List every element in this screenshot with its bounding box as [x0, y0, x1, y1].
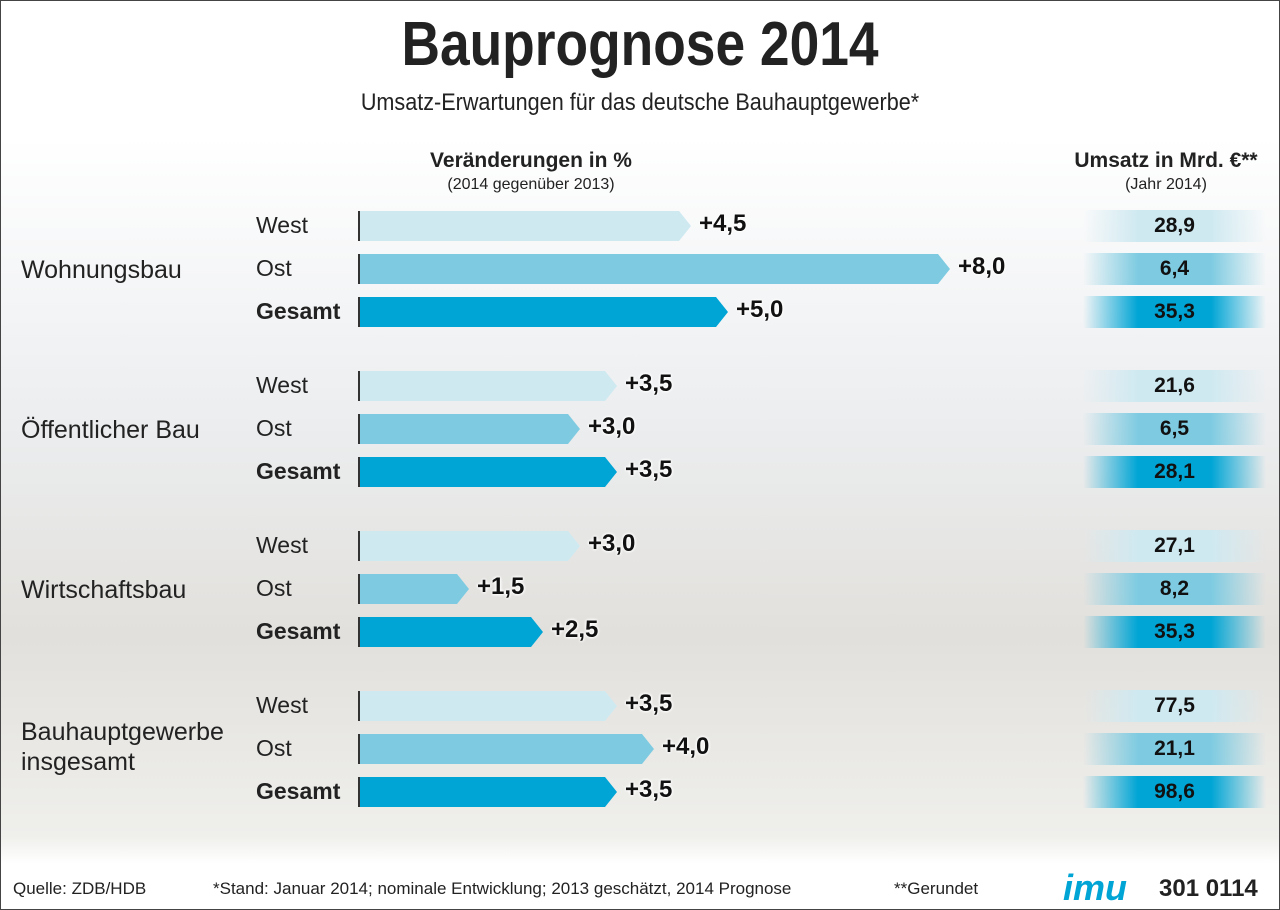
total-label: 6,5	[1159, 417, 1190, 440]
row-label: West	[256, 532, 308, 558]
footnote: *Stand: Januar 2014; nominale Entwicklun…	[213, 879, 792, 898]
value-label: +1,5	[477, 573, 525, 600]
bar	[358, 777, 617, 807]
group-label: Öffentlicher Bau	[21, 416, 200, 444]
value-label: +3,0	[588, 530, 636, 557]
bar	[358, 531, 580, 561]
row-label: Gesamt	[256, 458, 341, 484]
change-subheader: (2014 gegenüber 2013)	[447, 176, 615, 193]
value-label: +3,5	[625, 690, 673, 717]
total-label: 8,2	[1159, 577, 1190, 600]
source: Quelle: ZDB/HDB	[13, 879, 147, 898]
graphic-code: 301 0114	[1159, 875, 1258, 902]
value-label: +8,0	[958, 253, 1006, 280]
row-label: Ost	[256, 575, 292, 601]
total-label: 28,1	[1154, 460, 1195, 483]
row-label: West	[256, 212, 308, 238]
total-box	[1083, 733, 1266, 765]
total-box	[1083, 573, 1266, 605]
bar	[358, 734, 654, 764]
total-label: 35,3	[1154, 620, 1195, 643]
change-header: Veränderungen in %	[430, 149, 632, 172]
value-label: +3,5	[625, 456, 673, 483]
footnote: **Gerundet	[894, 879, 979, 898]
value-label: +3,5	[625, 370, 673, 397]
total-label: 77,5	[1154, 694, 1195, 717]
row-label: Ost	[256, 735, 292, 761]
title: Bauprognose 2014	[401, 10, 879, 79]
row-label: Gesamt	[256, 298, 341, 324]
group-label: Wirtschaftsbau	[21, 576, 187, 604]
bar	[358, 691, 617, 721]
value-label: +4,0	[662, 733, 710, 760]
total-label: 35,3	[1154, 300, 1195, 323]
total-box	[1083, 456, 1266, 488]
row-label: Ost	[256, 255, 292, 281]
value-label: +2,5	[551, 616, 599, 643]
total-box	[1083, 370, 1266, 402]
total-box	[1083, 690, 1266, 722]
bar	[358, 297, 728, 327]
total-label: 27,1	[1154, 534, 1195, 557]
row-label: West	[256, 692, 308, 718]
value-label: +4,5	[699, 210, 747, 237]
row-label: Gesamt	[256, 618, 341, 644]
total-label: 98,6	[1154, 780, 1195, 803]
total-box	[1083, 210, 1266, 242]
total-header: Umsatz in Mrd. €**	[1074, 149, 1258, 172]
total-box	[1083, 413, 1266, 445]
bar	[358, 371, 617, 401]
subtitle: Umsatz-Erwartungen für das deutsche Bauh…	[360, 89, 920, 116]
total-box	[1083, 530, 1266, 562]
row-label: Ost	[256, 415, 292, 441]
total-label: 21,1	[1154, 737, 1195, 760]
total-box	[1083, 253, 1266, 285]
bar	[358, 574, 469, 604]
total-box	[1083, 296, 1266, 328]
total-box	[1083, 776, 1266, 808]
value-label: +3,0	[588, 413, 636, 440]
total-label: 21,6	[1154, 374, 1195, 397]
bar	[358, 254, 950, 284]
total-label: 6,4	[1159, 257, 1190, 280]
total-label: 28,9	[1154, 214, 1195, 237]
group-label: Wohnungsbau	[21, 256, 182, 284]
value-label: +3,5	[625, 776, 673, 803]
group-label: Bauhauptgewerbe insgesamt	[21, 718, 224, 776]
row-label: Gesamt	[256, 778, 341, 804]
row-label: West	[256, 372, 308, 398]
bar	[358, 211, 691, 241]
logo: imu	[1063, 867, 1128, 908]
bar	[358, 414, 580, 444]
bar	[358, 617, 543, 647]
total-box	[1083, 616, 1266, 648]
value-label: +5,0	[736, 296, 784, 323]
total-subheader: (Jahr 2014)	[1125, 176, 1207, 193]
bar	[358, 457, 617, 487]
